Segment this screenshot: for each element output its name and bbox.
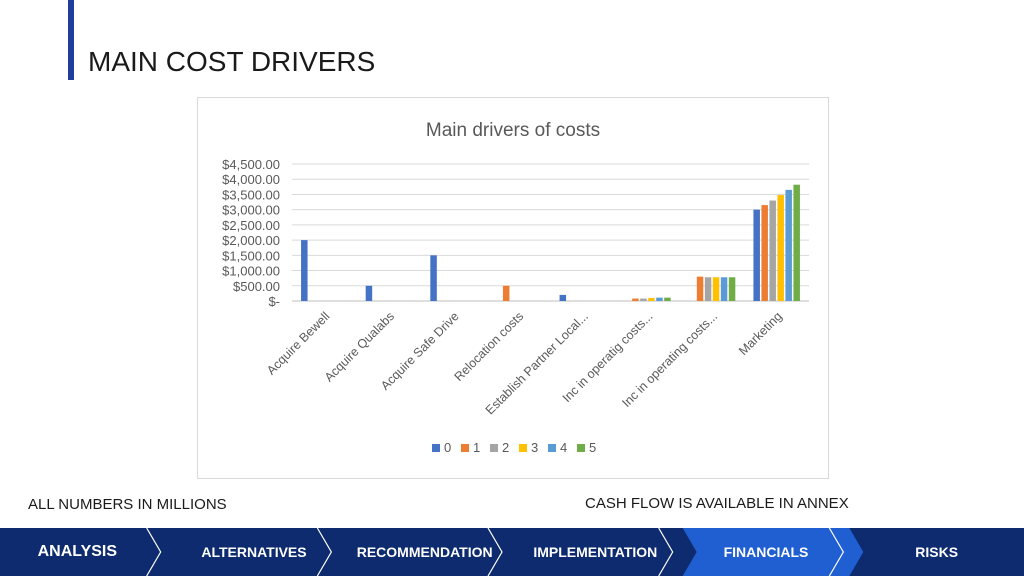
page-title: MAIN COST DRIVERS	[88, 46, 376, 77]
legend-label: 0	[444, 440, 451, 455]
legend-label: 5	[589, 440, 596, 455]
y-tick-label: $1,500.00	[222, 248, 280, 263]
legend-swatch-3	[519, 444, 527, 452]
nav-chevron-divider	[316, 528, 333, 576]
y-tick-label: $2,000.00	[222, 233, 280, 248]
bar-3-series-1	[502, 285, 510, 301]
bar-6-series-5	[728, 277, 736, 301]
bar-5-series-3	[648, 297, 655, 301]
chart-frame: Main drivers of costs $- $500.00 $1,000.00 $…	[197, 97, 829, 479]
nav-tab-risks[interactable]: RISKS	[915, 544, 959, 560]
cost-drivers-chart: Main drivers of costs$-$500.00$1,000.00$…	[222, 120, 809, 455]
x-tick-label: Relocation costs	[452, 309, 527, 384]
bar-5-series-4	[656, 297, 663, 301]
bar-7-series-3	[777, 195, 784, 301]
bar-6-series-1	[696, 276, 704, 301]
section-nav: ANALYSIS ALTERNATIVES RECOMMENDATION IMPLEM…	[0, 528, 1024, 576]
nav-active-highlight	[682, 528, 864, 576]
legend-label: 2	[502, 440, 509, 455]
nav-tab-financials[interactable]: FINANCIALS	[723, 544, 809, 560]
bar-7-series-1	[761, 205, 768, 301]
chart-title: Main drivers of costs	[426, 120, 600, 141]
bar-6-series-3	[712, 277, 720, 301]
bar-5-series-1	[632, 298, 639, 301]
y-tick-label: $4,500.00	[222, 157, 280, 172]
nav-chevron-divider	[658, 528, 674, 576]
legend-label: 1	[473, 440, 480, 455]
nav-arrows	[146, 528, 864, 576]
y-tick-label: $500.00	[233, 279, 280, 294]
units-note: ALL NUMBERS IN MILLIONS	[28, 496, 227, 513]
nav-chevron-divider	[828, 528, 845, 576]
y-tick-label: $-	[268, 294, 280, 309]
nav-chevron-divider	[487, 528, 503, 576]
annex-note: CASH FLOW IS AVAILABLE IN ANNEX	[585, 495, 849, 512]
x-tick-label: Acquire Qualabs	[322, 309, 397, 384]
bar-5-series-2	[640, 298, 647, 301]
legend-swatch-0	[432, 444, 440, 452]
nav-tab-recommendation[interactable]: RECOMMENDATION	[356, 544, 493, 560]
legend-label: 3	[531, 440, 538, 455]
y-tick-label: $3,500.00	[222, 187, 280, 202]
bar-6-series-4	[720, 277, 728, 301]
nav-tab-analysis[interactable]: ANALYSIS	[37, 543, 118, 560]
bar-0-series-0	[301, 240, 308, 301]
nav-tab-alternatives[interactable]: ALTERNATIVES	[201, 544, 307, 560]
bar-6-series-2	[704, 277, 712, 301]
bar-4-series-0	[559, 294, 567, 301]
nav-tab-implementation[interactable]: IMPLEMENTATION	[533, 544, 658, 560]
bar-1-series-0	[365, 285, 373, 301]
title-accent-bar	[68, 0, 74, 80]
nav-chevron-divider	[146, 528, 162, 576]
x-tick-label: Marketing	[736, 309, 785, 358]
legend-swatch-5	[577, 444, 585, 452]
legend-swatch-1	[461, 444, 469, 452]
x-tick-label: Acquire Bewell	[264, 309, 332, 377]
y-tick-label: $4,000.00	[222, 172, 280, 187]
bar-7-series-0	[753, 209, 760, 301]
y-tick-label: $3,000.00	[222, 203, 280, 218]
legend-swatch-4	[548, 444, 556, 452]
y-tick-label: $2,500.00	[222, 218, 280, 233]
bar-7-series-4	[785, 189, 792, 301]
bar-2-series-0	[430, 255, 437, 301]
legend-label: 4	[560, 440, 567, 455]
bar-7-series-5	[793, 184, 800, 301]
bar-7-series-2	[769, 200, 776, 301]
y-tick-label: $1,000.00	[222, 264, 280, 279]
legend-swatch-2	[490, 444, 498, 452]
bar-5-series-5	[664, 297, 671, 301]
